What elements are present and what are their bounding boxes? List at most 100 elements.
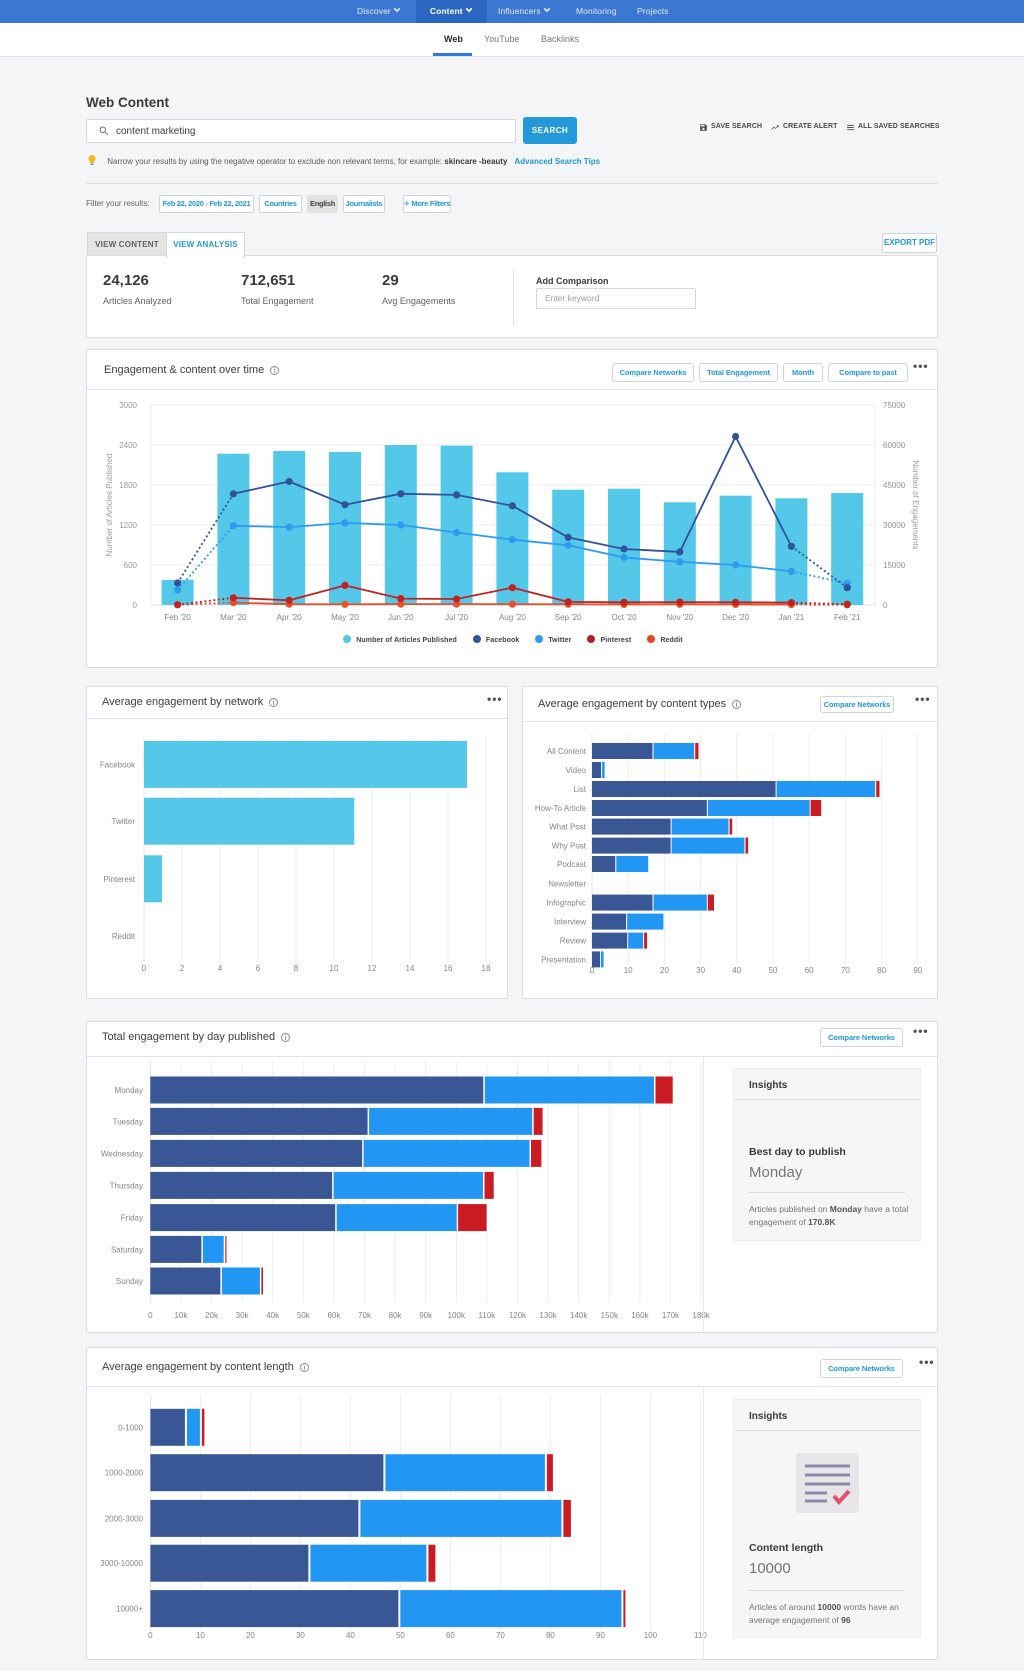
svg-text:2000-3000: 2000-3000 [105, 1514, 144, 1523]
svg-text:4: 4 [218, 964, 223, 973]
svg-text:80: 80 [546, 1631, 555, 1640]
svg-text:20k: 20k [205, 1311, 219, 1320]
svg-text:Sep '20: Sep '20 [555, 613, 582, 622]
svg-text:50k: 50k [297, 1311, 311, 1320]
svg-text:60k: 60k [327, 1311, 341, 1320]
svg-text:100: 100 [644, 1631, 658, 1640]
svg-text:40: 40 [346, 1631, 355, 1640]
svg-text:8: 8 [294, 964, 299, 973]
svg-text:10k: 10k [174, 1311, 188, 1320]
svg-text:70k: 70k [358, 1311, 372, 1320]
svg-text:What Post: What Post [549, 823, 587, 832]
svg-text:0: 0 [133, 601, 138, 610]
svg-text:75000: 75000 [883, 401, 906, 410]
svg-text:80: 80 [877, 966, 886, 975]
svg-text:Presentation: Presentation [541, 955, 586, 964]
svg-text:Why Post: Why Post [552, 842, 587, 851]
svg-text:130k: 130k [539, 1311, 557, 1320]
svg-text:Tuesday: Tuesday [113, 1117, 143, 1126]
svg-text:Jul '20: Jul '20 [445, 613, 468, 622]
svg-text:Wednesday: Wednesday [101, 1149, 143, 1158]
svg-text:Facebook: Facebook [100, 760, 136, 769]
svg-text:Podcast: Podcast [557, 860, 587, 869]
svg-text:Jun '20: Jun '20 [388, 613, 414, 622]
svg-text:20: 20 [660, 966, 669, 975]
svg-text:0: 0 [883, 601, 888, 610]
svg-text:Aug '20: Aug '20 [499, 613, 526, 622]
svg-text:Interview: Interview [554, 918, 586, 927]
svg-text:1800: 1800 [119, 481, 137, 490]
svg-text:2: 2 [180, 964, 185, 973]
svg-text:12: 12 [368, 964, 377, 973]
svg-text:10: 10 [330, 964, 339, 973]
svg-text:Friday: Friday [121, 1214, 143, 1223]
svg-text:1200: 1200 [119, 521, 137, 530]
svg-text:Review: Review [560, 937, 586, 946]
svg-text:50: 50 [396, 1631, 405, 1640]
svg-text:Dec '20: Dec '20 [722, 613, 749, 622]
svg-text:1000-2000: 1000-2000 [105, 1469, 144, 1478]
svg-text:Oct '20: Oct '20 [611, 613, 637, 622]
svg-text:Apr '20: Apr '20 [277, 613, 303, 622]
svg-text:Mar '20: Mar '20 [220, 613, 247, 622]
svg-text:0: 0 [590, 966, 595, 975]
svg-text:Number of Engagements: Number of Engagements [911, 461, 920, 550]
svg-text:60: 60 [805, 966, 814, 975]
svg-text:Feb '20: Feb '20 [164, 613, 191, 622]
svg-text:6: 6 [256, 964, 261, 973]
svg-text:Sunday: Sunday [116, 1277, 143, 1286]
svg-text:100k: 100k [448, 1311, 466, 1320]
svg-text:0: 0 [148, 1631, 153, 1640]
svg-text:All Content: All Content [547, 747, 587, 756]
svg-text:16: 16 [444, 964, 453, 973]
svg-text:Monday: Monday [115, 1086, 143, 1095]
svg-text:80k: 80k [389, 1311, 403, 1320]
svg-text:110k: 110k [479, 1311, 497, 1320]
svg-text:160k: 160k [631, 1311, 649, 1320]
svg-text:0: 0 [142, 964, 147, 973]
svg-text:20: 20 [246, 1631, 255, 1640]
svg-text:70: 70 [496, 1631, 505, 1640]
svg-text:110: 110 [694, 1631, 707, 1640]
svg-text:60000: 60000 [883, 441, 906, 450]
svg-text:2400: 2400 [119, 441, 137, 450]
svg-text:40k: 40k [266, 1311, 280, 1320]
svg-text:600: 600 [124, 561, 138, 570]
svg-text:50: 50 [769, 966, 778, 975]
svg-text:Jan '21: Jan '21 [779, 613, 805, 622]
svg-text:40: 40 [732, 966, 741, 975]
svg-text:Saturday: Saturday [111, 1245, 143, 1254]
svg-text:18: 18 [482, 964, 491, 973]
svg-text:Thursday: Thursday [110, 1181, 143, 1190]
svg-text:90: 90 [596, 1631, 605, 1640]
svg-text:120k: 120k [509, 1311, 527, 1320]
svg-text:45000: 45000 [883, 481, 906, 490]
svg-text:Infographic: Infographic [546, 899, 586, 908]
svg-text:How-To Article: How-To Article [535, 804, 587, 813]
svg-text:60: 60 [446, 1631, 455, 1640]
svg-text:10000+: 10000+ [116, 1605, 143, 1614]
svg-text:Twitter: Twitter [111, 817, 135, 826]
svg-text:Pinterest: Pinterest [103, 875, 135, 884]
svg-text:Reddit: Reddit [112, 932, 136, 941]
svg-text:90k: 90k [419, 1311, 433, 1320]
svg-text:90: 90 [913, 966, 922, 975]
svg-text:150k: 150k [601, 1311, 619, 1320]
svg-text:0-1000: 0-1000 [118, 1423, 143, 1432]
svg-text:Number of Articles Published: Number of Articles Published [105, 454, 114, 557]
svg-text:30: 30 [696, 966, 705, 975]
svg-text:3000: 3000 [119, 401, 137, 410]
svg-text:3000-10000: 3000-10000 [100, 1559, 143, 1568]
svg-text:140k: 140k [570, 1311, 588, 1320]
svg-text:Newsletter: Newsletter [548, 880, 586, 889]
svg-text:10: 10 [196, 1631, 205, 1640]
svg-text:Nov '20: Nov '20 [666, 613, 693, 622]
svg-text:Feb '21: Feb '21 [834, 613, 861, 622]
svg-text:May '20: May '20 [331, 613, 359, 622]
svg-text:Video: Video [566, 766, 587, 775]
svg-text:15000: 15000 [883, 561, 906, 570]
svg-text:0: 0 [148, 1311, 153, 1320]
svg-text:30k: 30k [236, 1311, 250, 1320]
svg-text:70: 70 [841, 966, 850, 975]
svg-text:10: 10 [624, 966, 633, 975]
